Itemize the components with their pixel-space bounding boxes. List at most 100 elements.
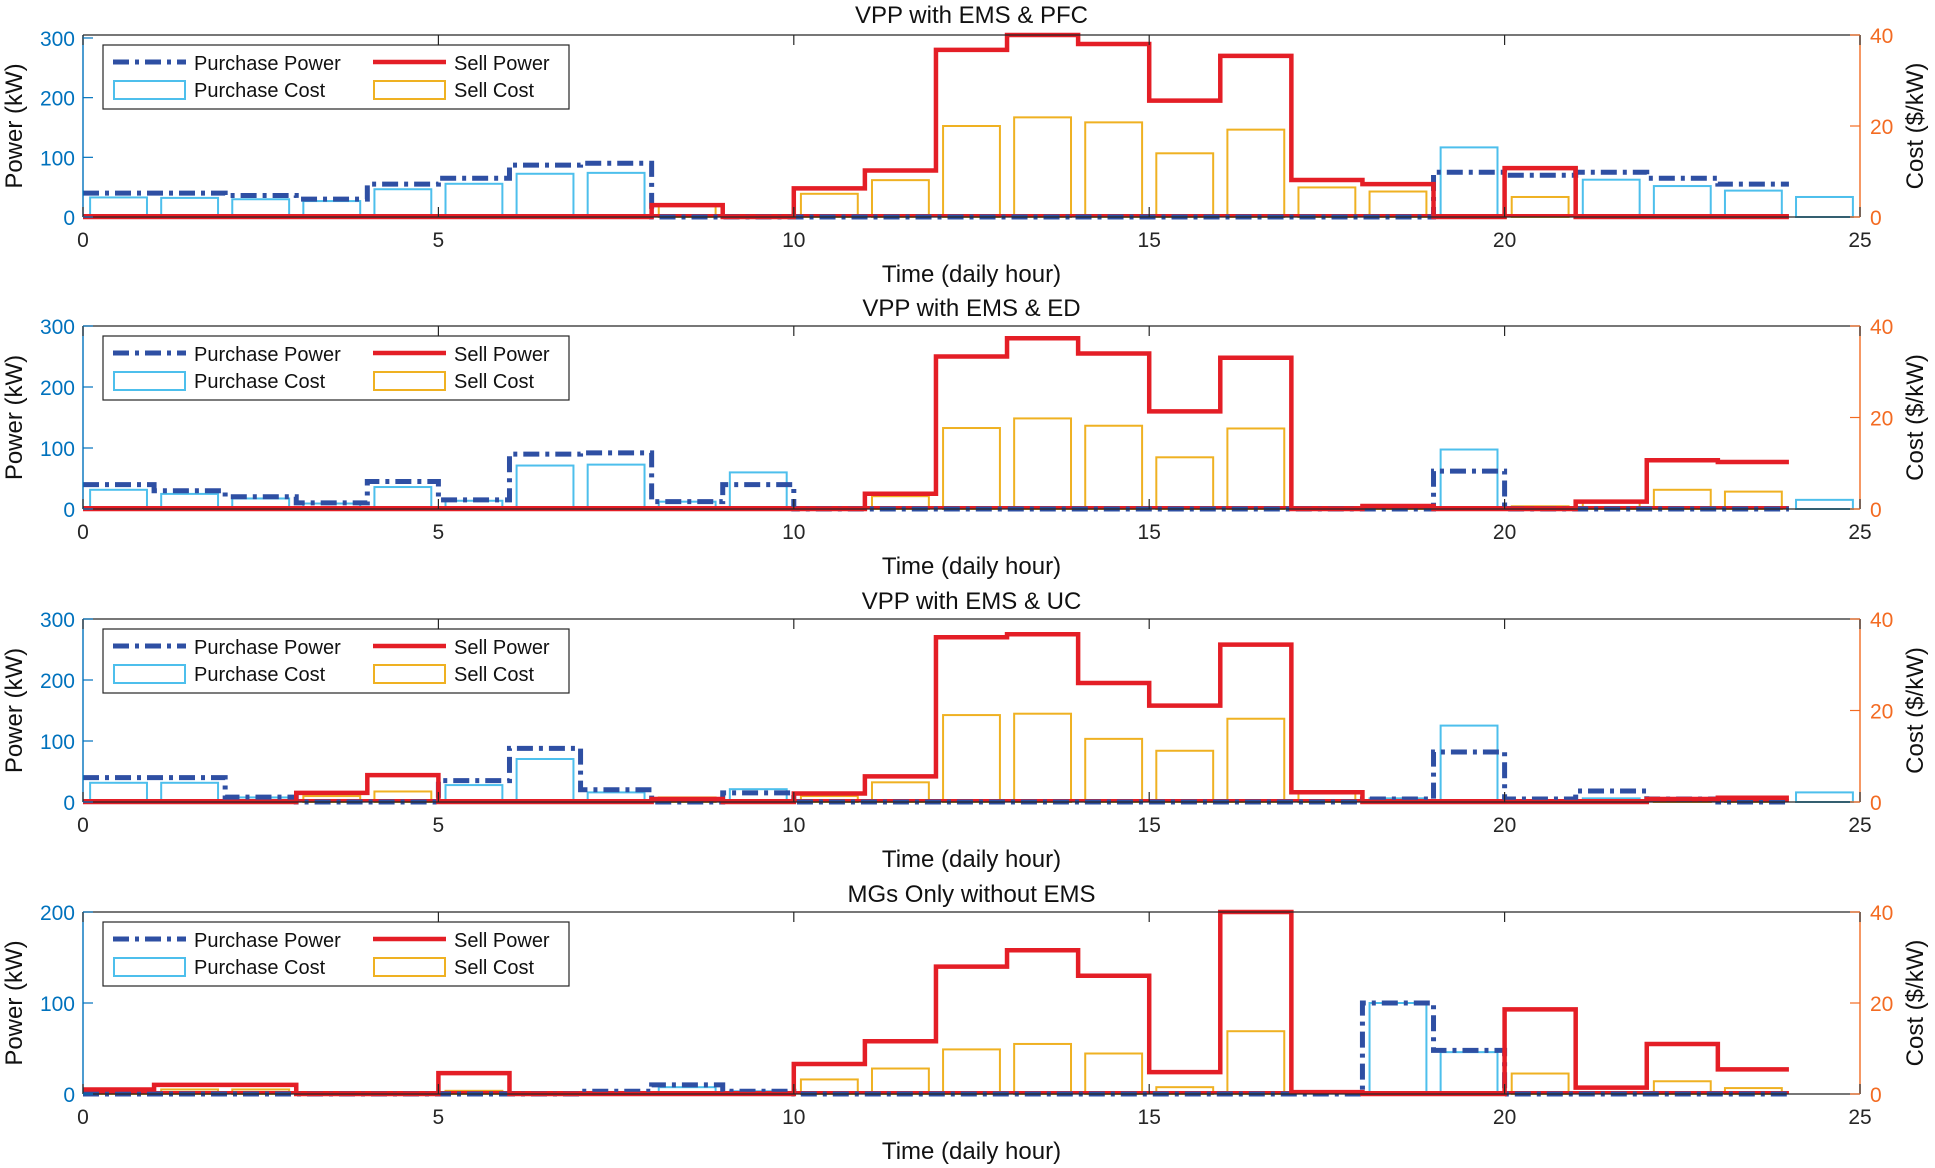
y-tick-label-right: 40 bbox=[1870, 902, 1893, 925]
y-tick-label-left: 200 bbox=[40, 670, 75, 693]
y-axis-label-right: Cost ($/kW) bbox=[1902, 63, 1929, 190]
x-tick-label: 25 bbox=[1848, 1106, 1871, 1129]
y-axis-label-left: Power (kW) bbox=[1, 940, 28, 1065]
legend-purchase-power-label: Purchase Power bbox=[194, 53, 341, 75]
x-axis-label: Time (daily hour) bbox=[882, 1138, 1061, 1165]
legend-sell-cost-label: Sell Cost bbox=[454, 957, 534, 979]
x-tick-label: 5 bbox=[433, 814, 445, 837]
legend-purchase-cost-swatch bbox=[113, 371, 186, 391]
y-tick-label-right: 20 bbox=[1870, 701, 1893, 724]
legend-sell-cost-swatch bbox=[373, 664, 446, 684]
y-tick-label-left: 300 bbox=[40, 609, 75, 632]
x-tick-label: 25 bbox=[1848, 814, 1871, 837]
x-tick-label: 15 bbox=[1138, 814, 1161, 837]
y-tick-label-left: 100 bbox=[40, 993, 75, 1016]
y-axis-label-right: Cost ($/kW) bbox=[1902, 647, 1929, 774]
legend-purchase-cost-label: Purchase Cost bbox=[194, 80, 326, 102]
x-tick-label: 5 bbox=[433, 229, 445, 252]
legend-sell-power-label: Sell Power bbox=[454, 53, 550, 75]
x-tick-label: 20 bbox=[1493, 229, 1516, 252]
y-axis-label-right: Cost ($/kW) bbox=[1902, 940, 1929, 1067]
legend: Purchase Power Sell Power Purchase Cost Sel… bbox=[102, 921, 570, 987]
y-tick-label-left: 0 bbox=[63, 207, 75, 230]
y-tick-label-left: 300 bbox=[40, 316, 75, 339]
y-tick-label-left: 200 bbox=[40, 377, 75, 400]
legend-sell-cost-swatch bbox=[373, 957, 446, 977]
chart-title: VPP with EMS & PFC bbox=[855, 2, 1088, 29]
y-tick-label-right: 20 bbox=[1870, 116, 1893, 139]
y-tick-label-left: 200 bbox=[40, 902, 75, 925]
x-tick-label: 10 bbox=[782, 814, 805, 837]
x-tick-label: 15 bbox=[1138, 1106, 1161, 1129]
y-tick-label-left: 0 bbox=[63, 499, 75, 522]
y-axis-label-left: Power (kW) bbox=[1, 355, 28, 480]
y-tick-label-right: 20 bbox=[1870, 993, 1893, 1016]
legend-sell-power-label: Sell Power bbox=[454, 344, 550, 366]
y-tick-label-right: 20 bbox=[1870, 408, 1893, 431]
x-tick-label: 0 bbox=[77, 521, 89, 544]
y-tick-label-left: 100 bbox=[40, 731, 75, 754]
y-tick-label-left: 0 bbox=[63, 792, 75, 815]
x-tick-label: 15 bbox=[1138, 521, 1161, 544]
x-tick-label: 10 bbox=[782, 229, 805, 252]
legend-sell-cost-swatch bbox=[373, 371, 446, 391]
legend-purchase-power-label: Purchase Power bbox=[194, 930, 341, 952]
y-tick-label-left: 300 bbox=[40, 28, 75, 51]
legend-sell-cost-label: Sell Cost bbox=[454, 664, 534, 686]
y-tick-label-right: 0 bbox=[1870, 792, 1882, 815]
x-tick-label: 0 bbox=[77, 814, 89, 837]
chart-title: VPP with EMS & ED bbox=[862, 295, 1080, 322]
y-tick-label-left: 100 bbox=[40, 438, 75, 461]
legend-sell-power-label: Sell Power bbox=[454, 930, 550, 952]
y-tick-label-right: 0 bbox=[1870, 499, 1882, 522]
y-axis-label-left: Power (kW) bbox=[1, 63, 28, 188]
x-tick-label: 0 bbox=[77, 229, 89, 252]
x-tick-label: 25 bbox=[1848, 521, 1871, 544]
legend: Purchase Power Sell Power Purchase Cost Sel… bbox=[102, 628, 570, 694]
x-tick-label: 10 bbox=[782, 1106, 805, 1129]
legend-purchase-cost-label: Purchase Cost bbox=[194, 371, 326, 393]
y-tick-label-left: 200 bbox=[40, 88, 75, 111]
x-tick-label: 25 bbox=[1848, 229, 1871, 252]
legend-sell-power-label: Sell Power bbox=[454, 637, 550, 659]
y-tick-label-right: 40 bbox=[1870, 609, 1893, 632]
y-tick-label-right: 0 bbox=[1870, 207, 1882, 230]
x-tick-label: 10 bbox=[782, 521, 805, 544]
x-tick-label: 20 bbox=[1493, 521, 1516, 544]
legend: Purchase Power Sell Power Purchase Cost Sel… bbox=[102, 44, 570, 110]
legend-purchase-power-label: Purchase Power bbox=[194, 344, 341, 366]
x-tick-label: 20 bbox=[1493, 814, 1516, 837]
y-axis-label-right: Cost ($/kW) bbox=[1902, 354, 1929, 481]
legend-sell-cost-swatch bbox=[373, 80, 446, 100]
legend-purchase-cost-swatch bbox=[113, 80, 186, 100]
x-axis-label: Time (daily hour) bbox=[882, 261, 1061, 288]
chart-title: VPP with EMS & UC bbox=[862, 588, 1082, 615]
purchase-power-line bbox=[83, 450, 1789, 512]
x-axis-label: Time (daily hour) bbox=[882, 846, 1061, 873]
y-tick-label-right: 40 bbox=[1870, 316, 1893, 339]
y-tick-label-right: 40 bbox=[1870, 25, 1893, 48]
x-tick-label: 5 bbox=[433, 1106, 445, 1129]
legend: Purchase Power Sell Power Purchase Cost Sel… bbox=[102, 335, 570, 401]
y-tick-label-left: 100 bbox=[40, 147, 75, 170]
legend-purchase-power-label: Purchase Power bbox=[194, 637, 341, 659]
legend-purchase-cost-label: Purchase Cost bbox=[194, 957, 326, 979]
legend-purchase-cost-swatch bbox=[113, 957, 186, 977]
x-tick-label: 15 bbox=[1138, 229, 1161, 252]
x-tick-label: 0 bbox=[77, 1106, 89, 1129]
x-axis-label: Time (daily hour) bbox=[882, 553, 1061, 580]
y-tick-label-right: 0 bbox=[1870, 1084, 1882, 1107]
legend-sell-cost-label: Sell Cost bbox=[454, 80, 534, 102]
x-tick-label: 5 bbox=[433, 521, 445, 544]
chart-title: MGs Only without EMS bbox=[847, 881, 1095, 908]
y-axis-label-left: Power (kW) bbox=[1, 648, 28, 773]
x-tick-label: 20 bbox=[1493, 1106, 1516, 1129]
legend-purchase-cost-swatch bbox=[113, 664, 186, 684]
legend-sell-cost-label: Sell Cost bbox=[454, 371, 534, 393]
legend-purchase-cost-label: Purchase Cost bbox=[194, 664, 326, 686]
